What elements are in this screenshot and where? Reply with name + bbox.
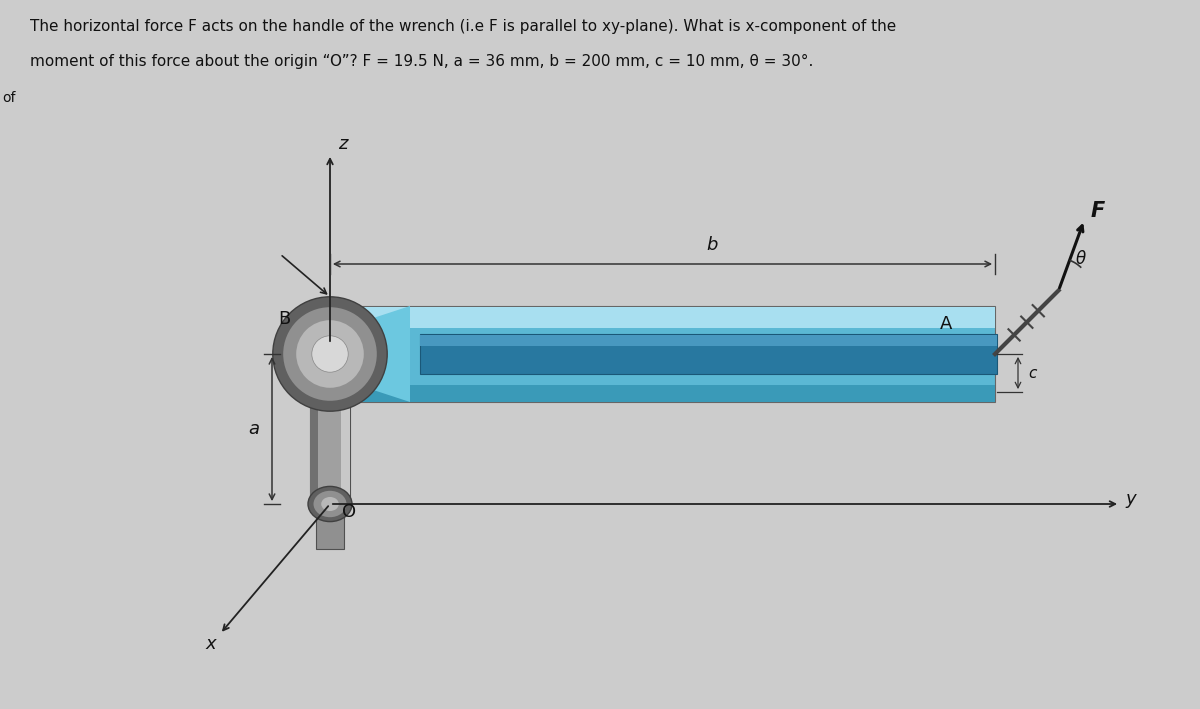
- Ellipse shape: [313, 491, 347, 517]
- Text: y: y: [1126, 490, 1135, 508]
- Text: c: c: [1028, 366, 1037, 381]
- Text: of: of: [2, 91, 16, 105]
- Bar: [355, 385, 995, 402]
- Bar: [310, 406, 318, 504]
- Text: x: x: [205, 635, 216, 653]
- Bar: [316, 504, 344, 549]
- Ellipse shape: [310, 498, 350, 510]
- Ellipse shape: [296, 320, 364, 388]
- Text: θ: θ: [1076, 250, 1086, 268]
- Ellipse shape: [322, 497, 338, 511]
- Text: F: F: [1091, 201, 1104, 221]
- Text: moment of this force about the origin “O”? F = 19.5 N, a = 36 mm, b = 200 mm, c : moment of this force about the origin “O…: [30, 54, 814, 69]
- Bar: [310, 406, 350, 504]
- Ellipse shape: [308, 486, 352, 522]
- Text: A: A: [940, 315, 953, 333]
- Ellipse shape: [283, 307, 377, 401]
- Bar: [355, 308, 995, 328]
- Text: a: a: [248, 420, 259, 438]
- Text: The horizontal force F acts on the handle of the wrench (i.e F is parallel to xy: The horizontal force F acts on the handl…: [30, 19, 896, 34]
- Text: b: b: [707, 236, 718, 254]
- Ellipse shape: [312, 336, 348, 372]
- Bar: [420, 334, 997, 374]
- Bar: [355, 306, 995, 402]
- Bar: [341, 406, 350, 504]
- Text: B: B: [278, 310, 290, 328]
- Bar: [420, 335, 997, 346]
- Polygon shape: [355, 306, 410, 402]
- Text: z: z: [338, 135, 348, 153]
- Text: O: O: [342, 503, 356, 521]
- Ellipse shape: [272, 297, 388, 411]
